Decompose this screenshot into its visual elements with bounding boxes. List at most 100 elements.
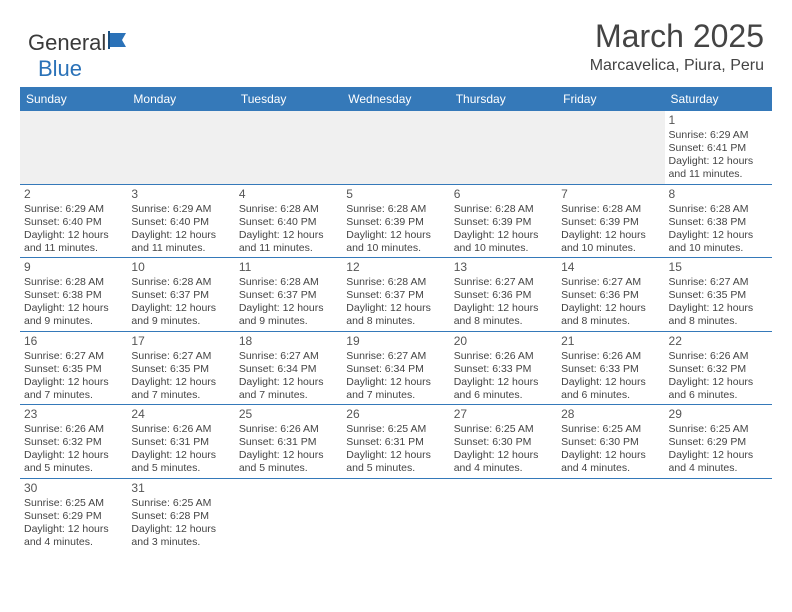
daylight-line: Daylight: 12 hours and 8 minutes.	[561, 302, 660, 328]
logo-text-2: Blue	[38, 56, 82, 82]
daylight-line: Daylight: 12 hours and 11 minutes.	[669, 155, 768, 181]
daylight-line: Daylight: 12 hours and 10 minutes.	[454, 229, 553, 255]
calendar-cell: 12Sunrise: 6:28 AMSunset: 6:37 PMDayligh…	[342, 258, 449, 332]
sunset-line: Sunset: 6:39 PM	[454, 216, 553, 229]
sunrise-line: Sunrise: 6:28 AM	[346, 276, 445, 289]
day-number: 22	[669, 334, 768, 349]
day-number: 8	[669, 187, 768, 202]
daylight-line: Daylight: 12 hours and 7 minutes.	[346, 376, 445, 402]
title-block: March 2025 Marcavelica, Piura, Peru	[590, 18, 764, 75]
daylight-line: Daylight: 12 hours and 11 minutes.	[24, 229, 123, 255]
day-number: 5	[346, 187, 445, 202]
daylight-line: Daylight: 12 hours and 7 minutes.	[24, 376, 123, 402]
weekday-header: Wednesday	[342, 87, 449, 111]
sunset-line: Sunset: 6:35 PM	[669, 289, 768, 302]
daylight-line: Daylight: 12 hours and 10 minutes.	[669, 229, 768, 255]
sunrise-line: Sunrise: 6:28 AM	[24, 276, 123, 289]
calendar-cell: 2Sunrise: 6:29 AMSunset: 6:40 PMDaylight…	[20, 184, 127, 258]
daylight-line: Daylight: 12 hours and 9 minutes.	[24, 302, 123, 328]
sunset-line: Sunset: 6:28 PM	[131, 510, 230, 523]
page-title: March 2025	[590, 18, 764, 55]
calendar-cell: 14Sunrise: 6:27 AMSunset: 6:36 PMDayligh…	[557, 258, 664, 332]
daylight-line: Daylight: 12 hours and 5 minutes.	[239, 449, 338, 475]
calendar-cell: 24Sunrise: 6:26 AMSunset: 6:31 PMDayligh…	[127, 405, 234, 479]
calendar-cell	[557, 111, 664, 184]
calendar-week-row: 16Sunrise: 6:27 AMSunset: 6:35 PMDayligh…	[20, 331, 772, 405]
calendar-cell	[342, 478, 449, 551]
day-number: 28	[561, 407, 660, 422]
sunset-line: Sunset: 6:37 PM	[131, 289, 230, 302]
day-number: 14	[561, 260, 660, 275]
sunset-line: Sunset: 6:40 PM	[239, 216, 338, 229]
sunset-line: Sunset: 6:30 PM	[454, 436, 553, 449]
sunset-line: Sunset: 6:37 PM	[346, 289, 445, 302]
daylight-line: Daylight: 12 hours and 7 minutes.	[131, 376, 230, 402]
daylight-line: Daylight: 12 hours and 5 minutes.	[24, 449, 123, 475]
day-number: 26	[346, 407, 445, 422]
sunrise-line: Sunrise: 6:26 AM	[669, 350, 768, 363]
sunrise-line: Sunrise: 6:28 AM	[669, 203, 768, 216]
daylight-line: Daylight: 12 hours and 9 minutes.	[239, 302, 338, 328]
calendar-cell	[127, 111, 234, 184]
calendar-cell	[450, 478, 557, 551]
sunrise-line: Sunrise: 6:29 AM	[24, 203, 123, 216]
day-number: 11	[239, 260, 338, 275]
sunrise-line: Sunrise: 6:28 AM	[131, 276, 230, 289]
sunrise-line: Sunrise: 6:26 AM	[131, 423, 230, 436]
day-number: 1	[669, 113, 768, 128]
calendar-cell: 21Sunrise: 6:26 AMSunset: 6:33 PMDayligh…	[557, 331, 664, 405]
daylight-line: Daylight: 12 hours and 4 minutes.	[454, 449, 553, 475]
day-number: 3	[131, 187, 230, 202]
sunrise-line: Sunrise: 6:28 AM	[239, 203, 338, 216]
day-number: 29	[669, 407, 768, 422]
sunset-line: Sunset: 6:33 PM	[454, 363, 553, 376]
day-number: 15	[669, 260, 768, 275]
day-number: 31	[131, 481, 230, 496]
day-number: 20	[454, 334, 553, 349]
calendar-cell: 17Sunrise: 6:27 AMSunset: 6:35 PMDayligh…	[127, 331, 234, 405]
day-number: 24	[131, 407, 230, 422]
weekday-header: Monday	[127, 87, 234, 111]
calendar-cell: 10Sunrise: 6:28 AMSunset: 6:37 PMDayligh…	[127, 258, 234, 332]
sunset-line: Sunset: 6:38 PM	[24, 289, 123, 302]
calendar-cell: 3Sunrise: 6:29 AMSunset: 6:40 PMDaylight…	[127, 184, 234, 258]
sunrise-line: Sunrise: 6:28 AM	[346, 203, 445, 216]
sunset-line: Sunset: 6:34 PM	[346, 363, 445, 376]
sunset-line: Sunset: 6:33 PM	[561, 363, 660, 376]
calendar-cell	[557, 478, 664, 551]
sunrise-line: Sunrise: 6:26 AM	[454, 350, 553, 363]
sunset-line: Sunset: 6:34 PM	[239, 363, 338, 376]
calendar-cell: 11Sunrise: 6:28 AMSunset: 6:37 PMDayligh…	[235, 258, 342, 332]
day-number: 30	[24, 481, 123, 496]
sunset-line: Sunset: 6:30 PM	[561, 436, 660, 449]
calendar-cell	[235, 478, 342, 551]
sunrise-line: Sunrise: 6:28 AM	[454, 203, 553, 216]
calendar-cell: 8Sunrise: 6:28 AMSunset: 6:38 PMDaylight…	[665, 184, 772, 258]
calendar-cell: 23Sunrise: 6:26 AMSunset: 6:32 PMDayligh…	[20, 405, 127, 479]
calendar-cell: 26Sunrise: 6:25 AMSunset: 6:31 PMDayligh…	[342, 405, 449, 479]
day-number: 9	[24, 260, 123, 275]
sunset-line: Sunset: 6:31 PM	[346, 436, 445, 449]
calendar-cell: 5Sunrise: 6:28 AMSunset: 6:39 PMDaylight…	[342, 184, 449, 258]
calendar-cell: 31Sunrise: 6:25 AMSunset: 6:28 PMDayligh…	[127, 478, 234, 551]
sunrise-line: Sunrise: 6:29 AM	[669, 129, 768, 142]
calendar-week-row: 1Sunrise: 6:29 AMSunset: 6:41 PMDaylight…	[20, 111, 772, 184]
daylight-line: Daylight: 12 hours and 11 minutes.	[131, 229, 230, 255]
sunrise-line: Sunrise: 6:27 AM	[131, 350, 230, 363]
calendar-week-row: 2Sunrise: 6:29 AMSunset: 6:40 PMDaylight…	[20, 184, 772, 258]
sunset-line: Sunset: 6:36 PM	[454, 289, 553, 302]
sunrise-line: Sunrise: 6:26 AM	[24, 423, 123, 436]
day-number: 19	[346, 334, 445, 349]
calendar-cell: 20Sunrise: 6:26 AMSunset: 6:33 PMDayligh…	[450, 331, 557, 405]
sunset-line: Sunset: 6:31 PM	[239, 436, 338, 449]
calendar-cell: 25Sunrise: 6:26 AMSunset: 6:31 PMDayligh…	[235, 405, 342, 479]
sunrise-line: Sunrise: 6:25 AM	[131, 497, 230, 510]
day-number: 17	[131, 334, 230, 349]
calendar-cell: 30Sunrise: 6:25 AMSunset: 6:29 PMDayligh…	[20, 478, 127, 551]
calendar-cell: 1Sunrise: 6:29 AMSunset: 6:41 PMDaylight…	[665, 111, 772, 184]
weekday-header: Friday	[557, 87, 664, 111]
header: General March 2025 Marcavelica, Piura, P…	[0, 0, 792, 79]
calendar-cell: 15Sunrise: 6:27 AMSunset: 6:35 PMDayligh…	[665, 258, 772, 332]
sunrise-line: Sunrise: 6:27 AM	[239, 350, 338, 363]
day-number: 27	[454, 407, 553, 422]
